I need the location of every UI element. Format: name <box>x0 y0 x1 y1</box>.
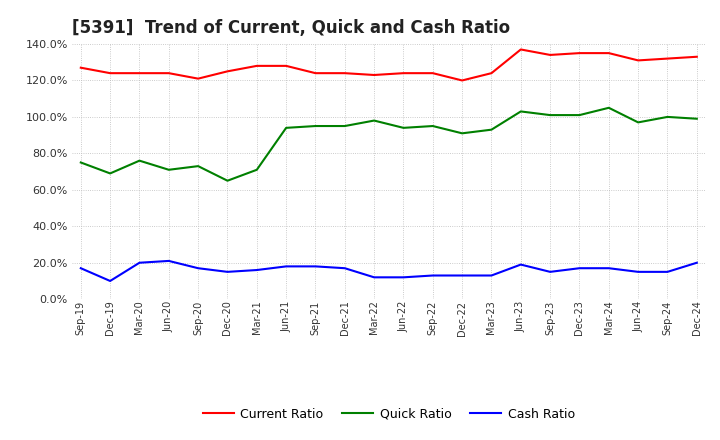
Cash Ratio <box>282 264 290 269</box>
Current Ratio <box>546 52 554 58</box>
Cash Ratio <box>634 269 642 275</box>
Legend: Current Ratio, Quick Ratio, Cash Ratio: Current Ratio, Quick Ratio, Cash Ratio <box>198 403 580 425</box>
Quick Ratio <box>223 178 232 183</box>
Quick Ratio <box>663 114 672 120</box>
Cash Ratio <box>164 258 173 264</box>
Current Ratio <box>428 70 437 76</box>
Quick Ratio <box>194 164 202 169</box>
Cash Ratio <box>428 273 437 278</box>
Current Ratio <box>311 70 320 76</box>
Quick Ratio <box>458 131 467 136</box>
Cash Ratio <box>76 266 85 271</box>
Current Ratio <box>282 63 290 69</box>
Quick Ratio <box>605 105 613 110</box>
Current Ratio <box>634 58 642 63</box>
Line: Cash Ratio: Cash Ratio <box>81 261 697 281</box>
Cash Ratio <box>546 269 554 275</box>
Quick Ratio <box>693 116 701 121</box>
Line: Current Ratio: Current Ratio <box>81 49 697 81</box>
Quick Ratio <box>76 160 85 165</box>
Current Ratio <box>663 56 672 61</box>
Current Ratio <box>370 72 379 77</box>
Cash Ratio <box>106 279 114 284</box>
Cash Ratio <box>223 269 232 275</box>
Current Ratio <box>605 51 613 56</box>
Text: [5391]  Trend of Current, Quick and Cash Ratio: [5391] Trend of Current, Quick and Cash … <box>72 19 510 37</box>
Cash Ratio <box>663 269 672 275</box>
Current Ratio <box>194 76 202 81</box>
Quick Ratio <box>546 113 554 118</box>
Quick Ratio <box>282 125 290 131</box>
Cash Ratio <box>370 275 379 280</box>
Quick Ratio <box>634 120 642 125</box>
Cash Ratio <box>253 268 261 273</box>
Current Ratio <box>487 70 496 76</box>
Current Ratio <box>135 70 144 76</box>
Current Ratio <box>399 70 408 76</box>
Cash Ratio <box>487 273 496 278</box>
Quick Ratio <box>370 118 379 123</box>
Cash Ratio <box>341 266 349 271</box>
Quick Ratio <box>135 158 144 163</box>
Cash Ratio <box>194 266 202 271</box>
Cash Ratio <box>135 260 144 265</box>
Current Ratio <box>516 47 525 52</box>
Cash Ratio <box>693 260 701 265</box>
Current Ratio <box>693 54 701 59</box>
Cash Ratio <box>605 266 613 271</box>
Quick Ratio <box>341 123 349 128</box>
Quick Ratio <box>106 171 114 176</box>
Current Ratio <box>458 78 467 83</box>
Quick Ratio <box>428 123 437 128</box>
Line: Quick Ratio: Quick Ratio <box>81 108 697 181</box>
Quick Ratio <box>575 113 584 118</box>
Cash Ratio <box>516 262 525 267</box>
Quick Ratio <box>164 167 173 172</box>
Quick Ratio <box>399 125 408 131</box>
Current Ratio <box>164 70 173 76</box>
Cash Ratio <box>458 273 467 278</box>
Current Ratio <box>253 63 261 69</box>
Quick Ratio <box>311 123 320 128</box>
Quick Ratio <box>516 109 525 114</box>
Cash Ratio <box>399 275 408 280</box>
Current Ratio <box>76 65 85 70</box>
Current Ratio <box>106 70 114 76</box>
Current Ratio <box>341 70 349 76</box>
Cash Ratio <box>575 266 584 271</box>
Quick Ratio <box>253 167 261 172</box>
Cash Ratio <box>311 264 320 269</box>
Current Ratio <box>575 51 584 56</box>
Current Ratio <box>223 69 232 74</box>
Quick Ratio <box>487 127 496 132</box>
